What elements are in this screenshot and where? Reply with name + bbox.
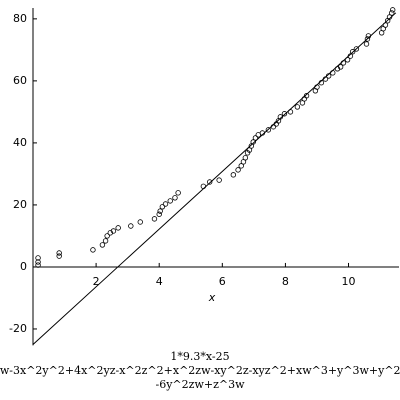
- data-point: [230, 172, 237, 178]
- data-point: [56, 253, 62, 259]
- data-point: [344, 57, 351, 63]
- x-tick-label: 8: [282, 275, 289, 288]
- data-point: [156, 211, 162, 217]
- data-point: [35, 262, 41, 268]
- data-point: [259, 130, 266, 136]
- data-point: [277, 114, 284, 120]
- data-point: [200, 183, 207, 190]
- data-point: [35, 255, 41, 261]
- data-point: [56, 250, 62, 256]
- x-tick-label: 10: [342, 275, 356, 288]
- data-point: [364, 36, 371, 42]
- data-point: [175, 190, 181, 196]
- data-point: [382, 22, 389, 28]
- y-tick-label: 0: [20, 260, 27, 273]
- data-point: [294, 104, 301, 110]
- y-tick-label: -20: [9, 322, 27, 335]
- data-point: [281, 111, 288, 117]
- data-point: [159, 204, 166, 210]
- data-point: [167, 198, 173, 204]
- data-point: [250, 139, 256, 145]
- y-tick-label: 60: [13, 74, 27, 87]
- data-point: [318, 80, 325, 86]
- x-tick-label: 4: [156, 275, 163, 288]
- data-point: [235, 167, 241, 173]
- data-point: [115, 225, 121, 231]
- data-point: [325, 73, 332, 79]
- data-point: [128, 223, 134, 229]
- data-point: [110, 228, 117, 234]
- data-point: [252, 135, 259, 141]
- data-point: [90, 247, 96, 253]
- data-point: [162, 201, 169, 207]
- data-point: [349, 49, 356, 55]
- data-point: [314, 84, 320, 90]
- x-axis-label: x: [208, 291, 216, 304]
- legend-text: x^3w-3x^2y^2+4x^2yz-x^2z^2+x^2zw-xy^2z-x…: [0, 364, 400, 377]
- x-tick-label: 6: [219, 275, 226, 288]
- data-point: [363, 41, 370, 47]
- data-point: [287, 109, 294, 115]
- data-point: [340, 60, 347, 66]
- data-point: [353, 46, 360, 52]
- legend-text: -6y^2zw+z^3w: [156, 378, 246, 391]
- data-point: [206, 179, 213, 185]
- data-point: [157, 208, 163, 214]
- data-point: [386, 14, 393, 20]
- data-point: [265, 127, 272, 133]
- legend-text: 1*9.3*x-25: [170, 350, 229, 363]
- data-point: [35, 259, 41, 265]
- data-point: [104, 233, 110, 239]
- data-point: [242, 155, 249, 161]
- data-point: [216, 177, 222, 183]
- data-point: [330, 70, 336, 76]
- data-point: [137, 219, 143, 225]
- data-point: [322, 76, 329, 82]
- data-point: [102, 238, 109, 244]
- data-point: [172, 195, 178, 201]
- data-point: [303, 93, 310, 99]
- data-point: [99, 242, 106, 248]
- data-point: [389, 7, 396, 13]
- data-point: [238, 163, 244, 169]
- y-tick-label: 20: [13, 198, 27, 211]
- y-tick-label: 80: [13, 12, 27, 25]
- y-tick-label: 40: [13, 136, 27, 149]
- data-point: [151, 216, 158, 222]
- data-point: [337, 64, 344, 70]
- data-point: [365, 33, 372, 39]
- data-point: [270, 124, 277, 130]
- data-point: [347, 53, 354, 59]
- data-point: [389, 10, 395, 16]
- x-tick-label: 2: [93, 275, 100, 288]
